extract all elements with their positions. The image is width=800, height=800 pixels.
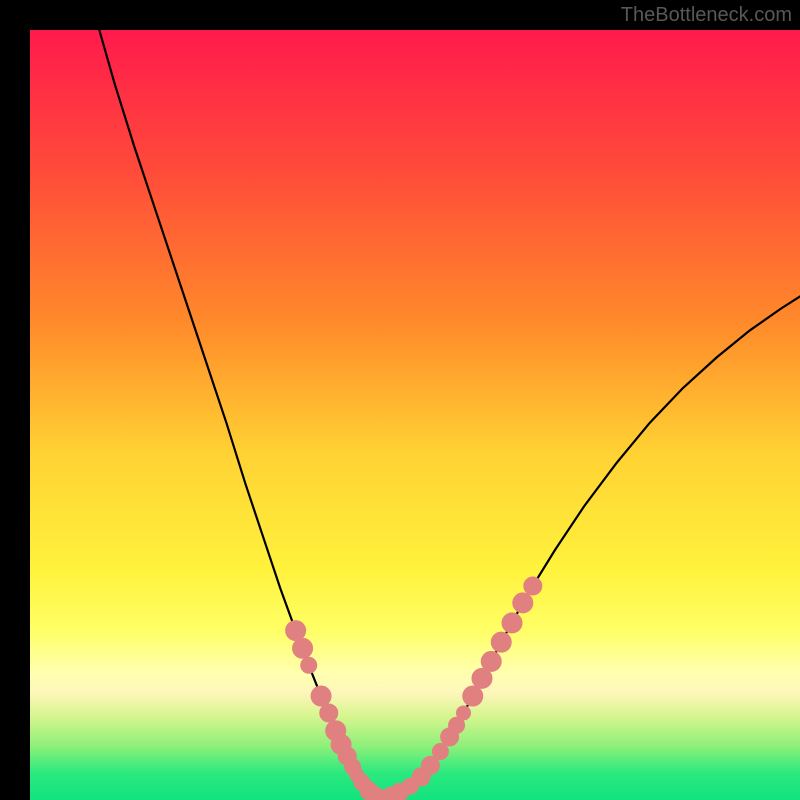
marker-point — [311, 686, 331, 706]
marker-point — [286, 621, 306, 641]
curve-right — [380, 296, 800, 798]
marker-point — [513, 593, 533, 613]
plot-area — [30, 30, 800, 800]
marker-point — [524, 577, 542, 595]
curve-overlay — [30, 30, 800, 800]
marker-point — [502, 613, 522, 633]
marker-point — [491, 632, 511, 652]
marker-point — [457, 706, 471, 720]
marker-point — [432, 743, 448, 759]
marker-point — [293, 638, 313, 658]
marker-point — [301, 657, 317, 673]
marker-point — [320, 704, 338, 722]
marker-point — [481, 651, 501, 671]
marker-point — [463, 686, 483, 706]
curve-left — [99, 30, 380, 798]
watermark-text: TheBottleneck.com — [621, 4, 792, 27]
